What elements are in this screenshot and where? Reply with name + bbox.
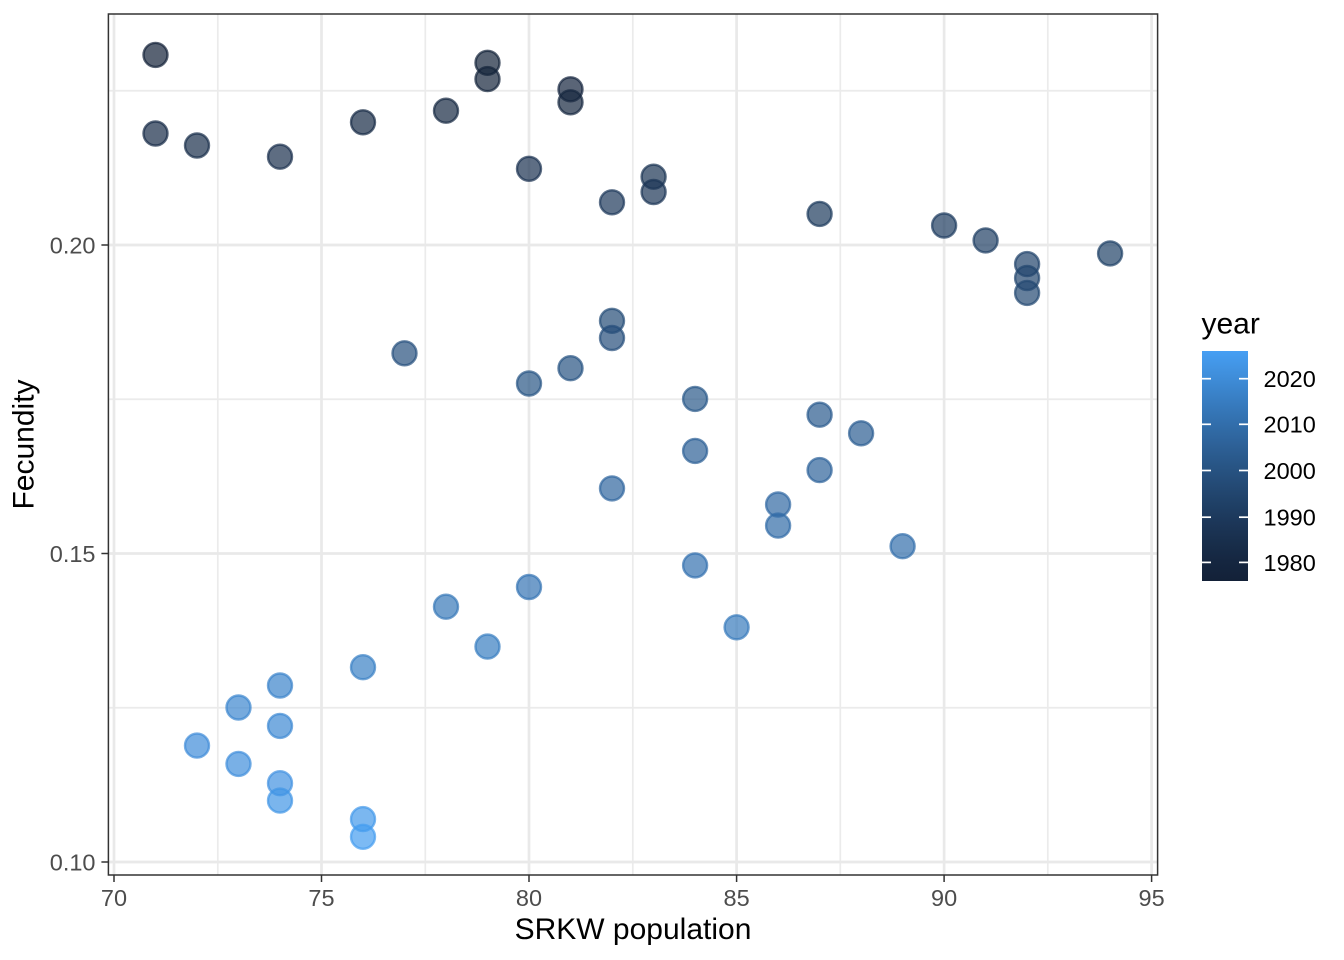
svg-text:2010: 2010 — [1264, 412, 1316, 438]
svg-text:1980: 1980 — [1264, 550, 1316, 576]
svg-text:85: 85 — [724, 885, 750, 911]
svg-text:0.20: 0.20 — [50, 232, 96, 258]
svg-text:SRKW population: SRKW population — [515, 913, 752, 946]
svg-text:0.15: 0.15 — [50, 541, 96, 567]
svg-text:80: 80 — [516, 885, 542, 911]
svg-text:0.10: 0.10 — [50, 849, 96, 875]
svg-text:70: 70 — [101, 885, 127, 911]
svg-text:1990: 1990 — [1264, 505, 1316, 531]
svg-text:90: 90 — [931, 885, 957, 911]
svg-text:2000: 2000 — [1264, 458, 1316, 484]
svg-text:75: 75 — [308, 885, 334, 911]
svg-text:95: 95 — [1139, 885, 1165, 911]
svg-text:2020: 2020 — [1264, 366, 1316, 392]
svg-text:year: year — [1202, 308, 1260, 341]
svg-text:Fecundity: Fecundity — [8, 379, 41, 509]
